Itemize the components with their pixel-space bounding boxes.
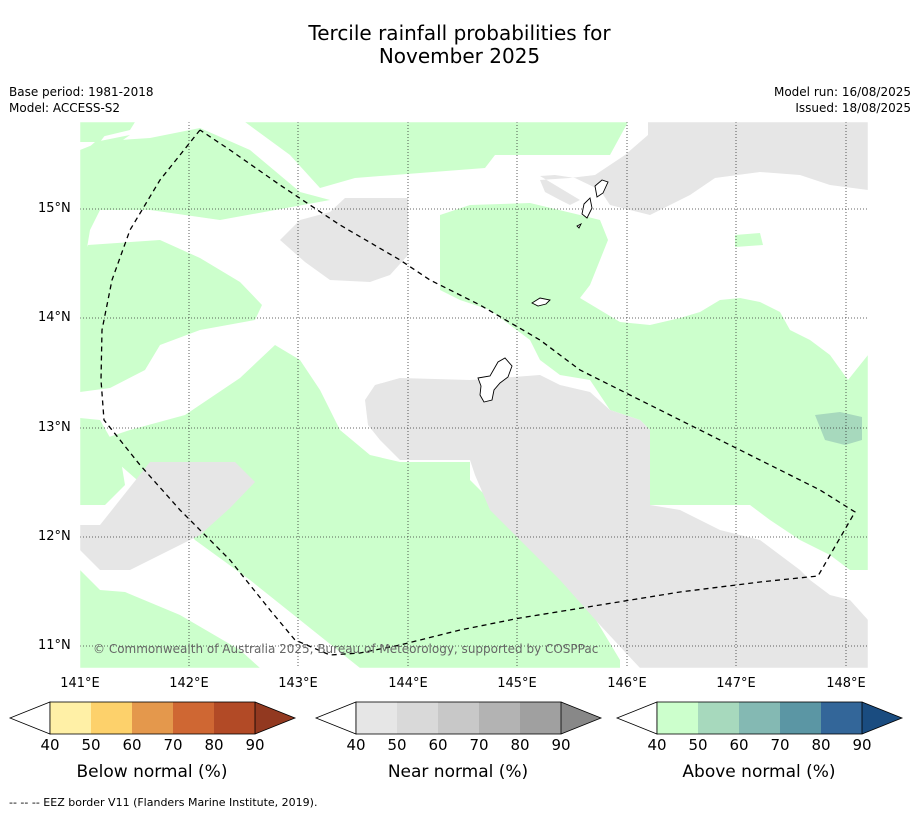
above-under-arrow [615,701,658,735]
below-over-arrow [255,702,295,734]
above-normal-colorbar [615,701,904,735]
rota-island [531,297,551,307]
lat-label-12n: 12°N [38,529,71,544]
eez-border [100,129,856,656]
below-normal-label: Below normal (%) [76,762,228,782]
below-normal-colorbar [8,701,297,735]
tinian-island [581,197,593,219]
near-tick-60: 60 [428,736,448,754]
below-tick-40: 40 [40,736,60,754]
above-swatch-40-50 [657,702,698,734]
saipan-island [594,179,609,198]
above-tick-80: 80 [811,736,831,754]
lon-label-144e: 144°E [388,676,428,691]
lon-label-142e: 142°E [169,676,209,691]
near-over-arrow [561,702,601,734]
near-tick-70: 70 [469,736,489,754]
near-swatch-40-50 [356,702,397,734]
above-tick-40: 40 [647,736,667,754]
near-swatch-60-70 [438,702,479,734]
lat-label-11n: 11°N [38,638,71,653]
below-swatch-60-70 [132,702,173,734]
title-line-1: Tercile rainfall probabilities for [308,21,611,45]
model-info: Base period: 1981-2018 Model: ACCESS-S2 [9,84,154,116]
above-tick-60: 60 [729,736,749,754]
guam-island [477,357,513,403]
map-frame [79,121,869,669]
model-run-text: Model run: 16/08/2025 [773,85,911,99]
above-swatch-50-60 [698,702,739,734]
issued-text: Issued: 18/08/2025 [795,101,911,115]
above-tick-50: 50 [688,736,708,754]
above-normal-40-50-region [80,122,868,668]
above-normal-label: Above normal (%) [682,762,836,782]
below-tick-70: 70 [163,736,183,754]
below-swatch-50-60 [91,702,132,734]
near-swatch-70-80 [479,702,520,734]
above-swatch-60-70 [739,702,780,734]
lon-label-141e: 141°E [60,676,100,691]
near-normal-40-50-region [80,122,868,668]
near-tick-50: 50 [387,736,407,754]
lat-label-14n: 14°N [38,310,71,325]
below-tick-90: 90 [245,736,265,754]
above-swatch-80-90 [821,702,862,734]
near-under-arrow [314,701,357,735]
near-swatch-50-60 [397,702,438,734]
lon-label-145e: 145°E [497,676,537,691]
near-tick-40: 40 [346,736,366,754]
near-tick-80: 80 [510,736,530,754]
lat-label-15n: 15°N [38,201,71,216]
run-info: Model run: 16/08/2025 Issued: 18/08/2025 [774,84,911,116]
map-title: Tercile rainfall probabilities for Novem… [0,22,919,68]
lat-label-13n: 13°N [38,420,71,435]
copyright-text: © Commonwealth of Australia 2025, Bureau… [93,642,599,656]
below-swatch-70-80 [173,702,214,734]
probability-map [79,121,869,669]
graticule [80,122,868,668]
lon-label-148e: 148°E [826,676,866,691]
below-tick-50: 50 [81,736,101,754]
aguijan-island [576,222,583,229]
model-name-text: Model: ACCESS-S2 [9,101,121,115]
above-over-arrow [862,702,902,734]
lon-label-146e: 146°E [607,676,647,691]
lon-label-147e: 147°E [716,676,756,691]
below-tick-80: 80 [204,736,224,754]
near-tick-90: 90 [551,736,571,754]
near-normal-colorbar [314,701,603,735]
near-swatch-80-90 [520,702,561,734]
title-line-2: November 2025 [378,44,541,68]
above-tick-70: 70 [770,736,790,754]
above-normal-50-60-region [815,412,862,445]
below-swatch-80-90 [214,702,255,734]
base-period-text: Base period: 1981-2018 [9,85,154,99]
below-under-arrow [8,701,51,735]
above-swatch-70-80 [780,702,821,734]
lon-label-143e: 143°E [278,676,318,691]
island-outlines [477,179,609,403]
eez-footnote: -- -- -- EEZ border V11 (Flanders Marine… [9,796,318,809]
near-normal-label: Near normal (%) [387,762,529,782]
below-tick-60: 60 [122,736,142,754]
below-swatch-40-50 [50,702,91,734]
above-tick-90: 90 [852,736,872,754]
